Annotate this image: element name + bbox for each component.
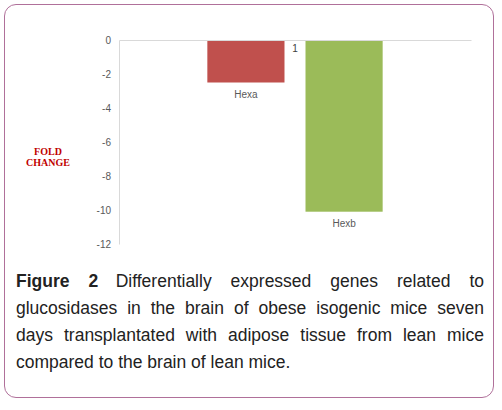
y-tick: -4 bbox=[102, 103, 119, 114]
y-tick: -10 bbox=[97, 205, 119, 216]
x-tick-label: Hexa bbox=[234, 89, 258, 100]
caption-box: Figure 2 Differentially expressed genes … bbox=[16, 268, 484, 376]
chart-svg: -12 -10 -8 -6 -4 -2 0 Hexa Hexb 1 FOLDCHANGE bbox=[0, 0, 502, 265]
y-tick-label: 0 bbox=[105, 35, 111, 46]
y-tick-label: -4 bbox=[102, 103, 111, 114]
bar bbox=[207, 40, 284, 83]
bars bbox=[207, 40, 382, 212]
y-tick-label: -8 bbox=[102, 171, 111, 182]
y-tick: -12 bbox=[97, 239, 119, 250]
caption-gap bbox=[98, 271, 116, 291]
bar bbox=[306, 40, 383, 212]
y-axis: -12 -10 -8 -6 -4 -2 0 bbox=[97, 35, 120, 250]
y-tick: -8 bbox=[102, 171, 119, 182]
y-tick-label: -12 bbox=[97, 239, 112, 250]
annotation: 1 bbox=[292, 43, 298, 54]
x-tick-label: Hexb bbox=[332, 218, 356, 229]
y-tick: 0 bbox=[105, 35, 119, 46]
x-axis: Hexa Hexb bbox=[120, 40, 472, 229]
y-label-line: CHANGE bbox=[26, 157, 70, 168]
caption-label: Figure 2 bbox=[16, 271, 98, 291]
y-axis-line bbox=[119, 41, 120, 245]
y-label: FOLDCHANGE bbox=[26, 146, 70, 168]
y-tick-label: -6 bbox=[102, 137, 111, 148]
y-tick: -2 bbox=[102, 69, 119, 80]
y-tick-label: -10 bbox=[97, 205, 112, 216]
y-tick: -6 bbox=[102, 137, 119, 148]
x-tick: Hexb bbox=[332, 40, 356, 229]
x-axis-line bbox=[120, 40, 472, 41]
y-label-line: FOLD bbox=[34, 146, 62, 157]
y-tick-label: -2 bbox=[102, 69, 111, 80]
x-tick: Hexa bbox=[234, 40, 258, 100]
